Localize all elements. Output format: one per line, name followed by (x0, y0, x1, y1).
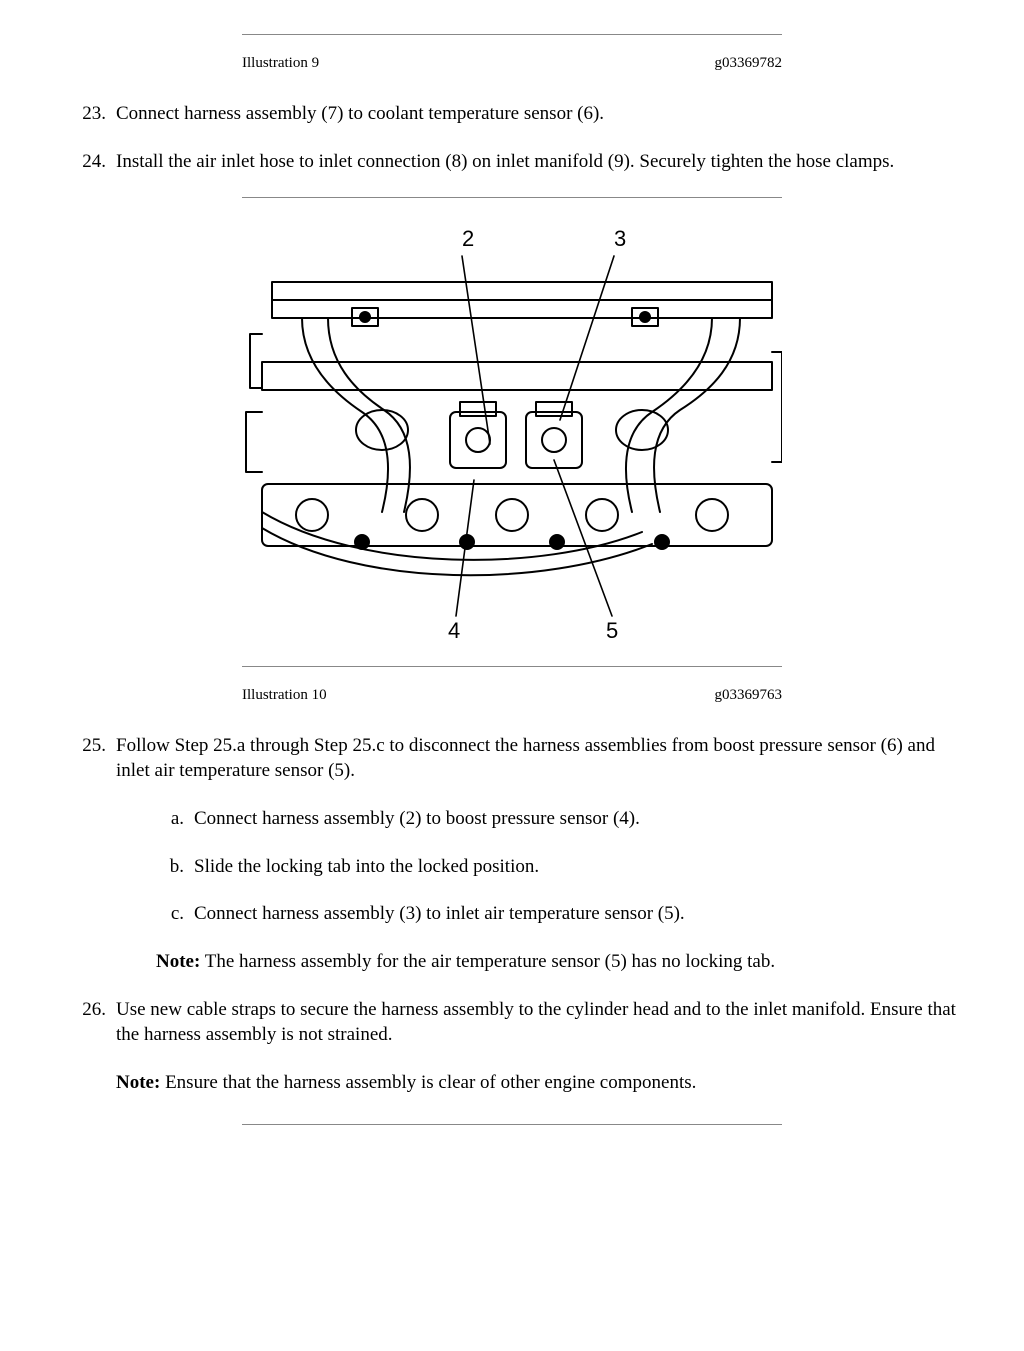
step-26-note-label: Note: (116, 1072, 160, 1093)
step-25a-text: Connect harness assembly (2) to boost pr… (194, 806, 964, 832)
step-26-number: 26. (60, 997, 116, 1096)
figure-10-callout-3: 3 (614, 226, 626, 251)
document-page: Illustration 9 g03369782 23. Connect har… (0, 0, 1024, 1351)
step-25c-text: Connect harness assembly (3) to inlet ai… (194, 901, 964, 927)
step-25-body: Follow Step 25.a through Step 25.c to di… (116, 733, 964, 975)
instruction-list: 23. Connect harness assembly (7) to cool… (60, 101, 964, 174)
instruction-list-continued: 25. Follow Step 25.a through Step 25.c t… (60, 733, 964, 1096)
step-26-text: Use new cable straps to secure the harne… (116, 999, 956, 1046)
step-23: 23. Connect harness assembly (7) to cool… (60, 101, 964, 127)
step-25b-number: b. (156, 854, 194, 880)
step-25c: c. Connect harness assembly (3) to inlet… (156, 901, 964, 927)
step-25-text: Follow Step 25.a through Step 25.c to di… (116, 735, 935, 782)
figure-9-label: Illustration 9 (242, 53, 319, 73)
step-25-number: 25. (60, 733, 116, 975)
step-25-note: Note: The harness assembly for the air t… (156, 949, 964, 975)
step-23-number: 23. (60, 101, 116, 127)
figure-10-caption-row: Illustration 10 g03369763 (242, 685, 782, 705)
step-25b: b. Slide the locking tab into the locked… (156, 854, 964, 880)
step-24-text: Install the air inlet hose to inlet conn… (116, 149, 964, 175)
figure-11-rule-top (242, 1124, 782, 1125)
figure-10-rule-bottom (242, 666, 782, 667)
figure-10-label: Illustration 10 (242, 685, 327, 705)
step-25a-number: a. (156, 806, 194, 832)
figure-10-callout-5: 5 (606, 618, 618, 643)
figure-10-illustration: 2 3 4 5 (242, 212, 782, 652)
step-24: 24. Install the air inlet hose to inlet … (60, 149, 964, 175)
step-25-note-label: Note: (156, 951, 200, 972)
step-25a: a. Connect harness assembly (2) to boost… (156, 806, 964, 832)
step-25-note-text: The harness assembly for the air tempera… (200, 951, 775, 972)
figure-10-code: g03369763 (715, 685, 783, 705)
figure-9-caption-row: Illustration 9 g03369782 (242, 53, 782, 73)
step-26-note-text: Ensure that the harness assembly is clea… (160, 1072, 696, 1093)
figure-9-rule (242, 34, 782, 35)
figure-10-block: 2 3 4 5 Illustration 10 g03369763 (242, 197, 782, 705)
step-25-sublist: a. Connect harness assembly (2) to boost… (156, 806, 964, 927)
step-23-text: Connect harness assembly (7) to coolant … (116, 101, 964, 127)
step-24-number: 24. (60, 149, 116, 175)
figure-10-callout-2: 2 (462, 226, 474, 251)
figure-9-code: g03369782 (715, 53, 783, 73)
step-26-note: Note: Ensure that the harness assembly i… (116, 1070, 964, 1096)
figure-10-rule-top (242, 197, 782, 198)
step-25: 25. Follow Step 25.a through Step 25.c t… (60, 733, 964, 975)
step-26-body: Use new cable straps to secure the harne… (116, 997, 964, 1096)
step-25c-number: c. (156, 901, 194, 927)
step-26: 26. Use new cable straps to secure the h… (60, 997, 964, 1096)
figure-10-callout-4: 4 (448, 618, 460, 643)
step-25b-text: Slide the locking tab into the locked po… (194, 854, 964, 880)
